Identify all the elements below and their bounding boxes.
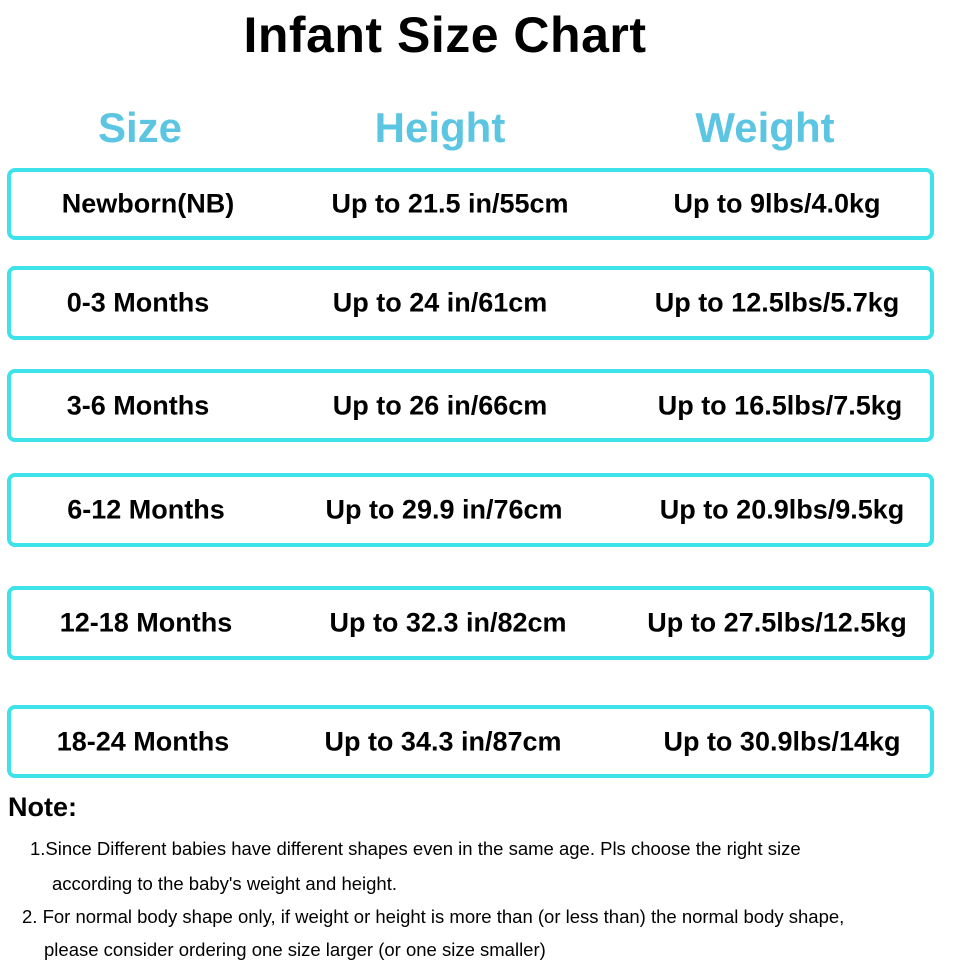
row-box xyxy=(7,705,934,778)
table-cell: Up to 32.3 in/82cm xyxy=(329,607,567,638)
note-line: please consider ordering one size larger… xyxy=(44,939,546,960)
row-box xyxy=(7,369,934,442)
row-box xyxy=(7,266,934,340)
title: Infant Size Chart xyxy=(243,7,647,63)
note-title: Note: xyxy=(8,792,77,822)
note-line: 2. For normal body shape only, if weight… xyxy=(22,906,845,927)
table-cell: Up to 27.5lbs/12.5kg xyxy=(647,607,907,638)
table-cell: Up to 16.5lbs/7.5kg xyxy=(657,390,903,420)
table-cell: 12-18 Months xyxy=(59,607,233,638)
row-box xyxy=(7,473,934,547)
table-cell: 3-6 Months xyxy=(66,390,210,420)
table-cell: Up to 26 in/66cm xyxy=(332,390,548,420)
table-cell: Newborn(NB) xyxy=(61,188,235,219)
note-line: according to the baby's weight and heigh… xyxy=(52,873,397,894)
table-cell: Up to 9lbs/4.0kg xyxy=(673,188,881,219)
note-line: 1.Since Different babies have different … xyxy=(30,838,801,859)
table-cell: 18-24 Months xyxy=(56,726,230,756)
table-cell: 0-3 Months xyxy=(66,287,210,318)
table-cell: Up to 24 in/61cm xyxy=(332,287,548,318)
table-cell: Up to 34.3 in/87cm xyxy=(324,726,562,756)
column-header: Weight xyxy=(695,104,835,151)
row-box xyxy=(7,168,934,240)
table-cell: Up to 29.9 in/76cm xyxy=(325,494,563,525)
table-cell: Up to 30.9lbs/14kg xyxy=(663,726,901,756)
column-header: Height xyxy=(374,104,506,151)
table-cell: Up to 12.5lbs/5.7kg xyxy=(654,287,900,318)
table-cell: 6-12 Months xyxy=(67,494,225,525)
column-header: Size xyxy=(97,104,183,151)
row-box xyxy=(7,586,934,660)
table-cell: Up to 21.5 in/55cm xyxy=(331,188,569,219)
table-cell: Up to 20.9lbs/9.5kg xyxy=(659,494,905,525)
